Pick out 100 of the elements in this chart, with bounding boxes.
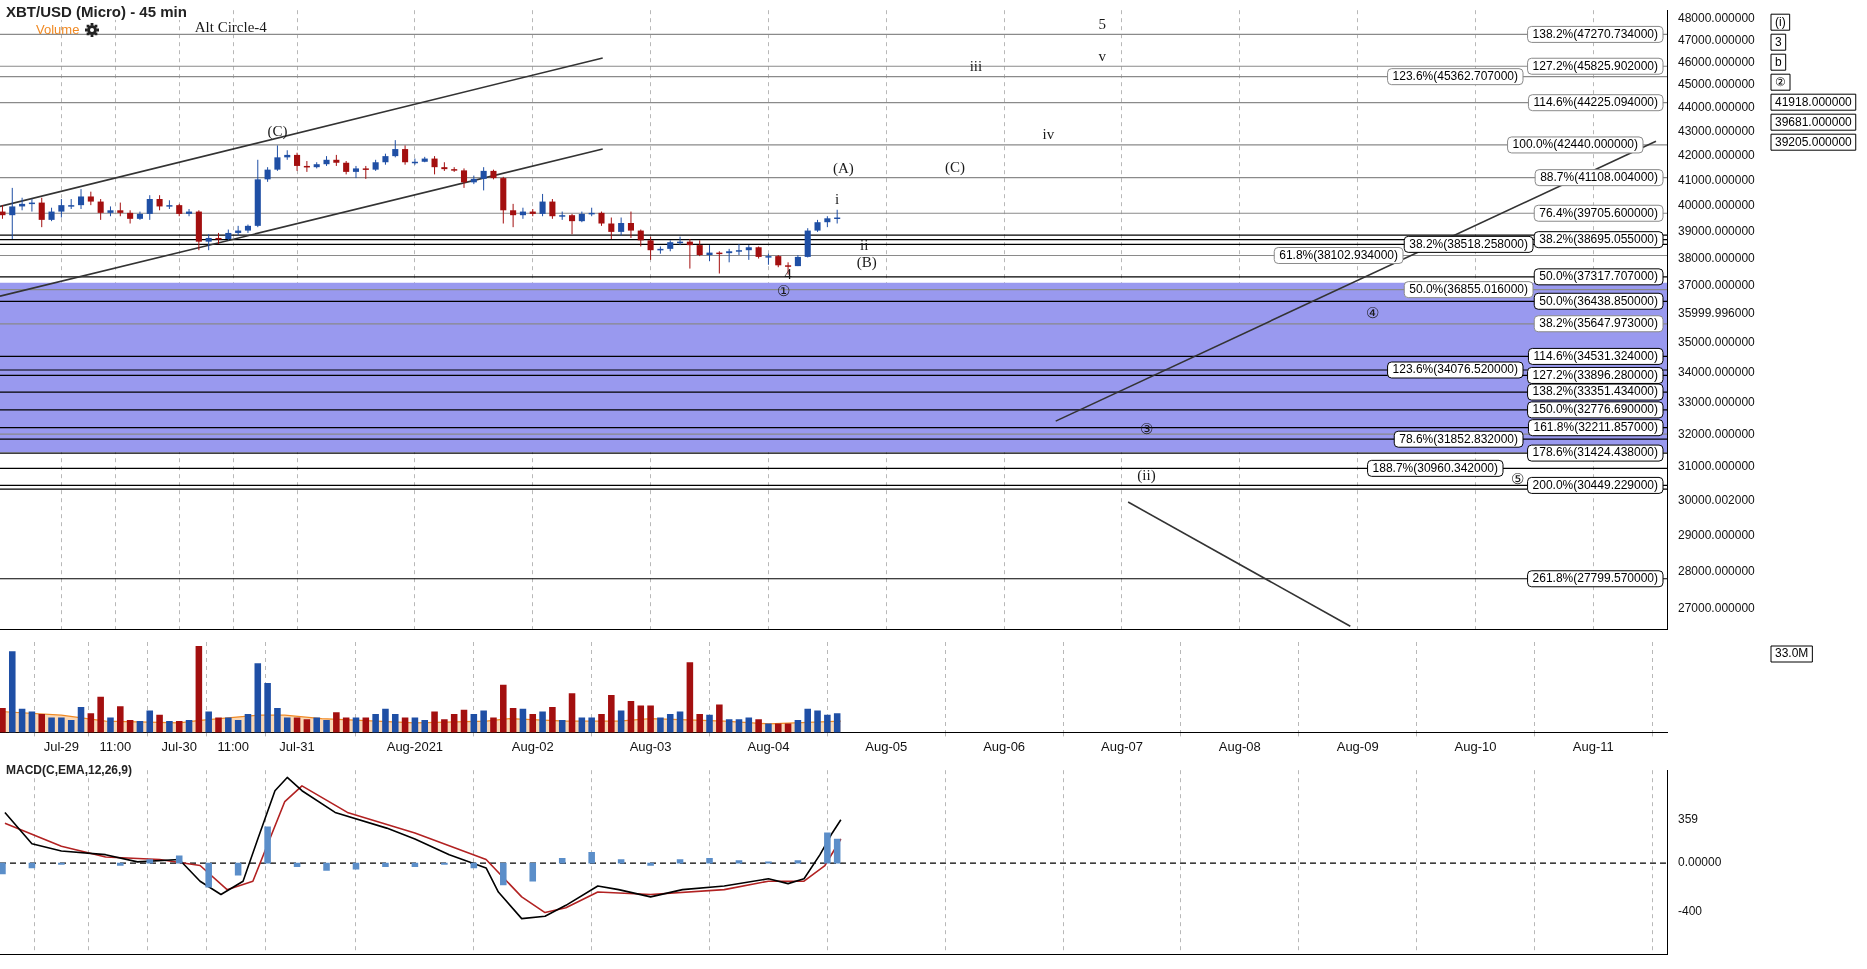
y-tick-label: 35999.996000 <box>1678 306 1756 321</box>
bar <box>814 710 821 733</box>
x-tick-label: Jul-31 <box>279 738 315 754</box>
bar <box>146 710 154 733</box>
chart-title: MACD(C,EMA,12,26,9) <box>6 763 133 777</box>
ref-line-label: 76.4%(39705.600000) <box>1539 205 1658 220</box>
x-tick-label: Aug-06 <box>983 738 1026 754</box>
y-tick-label: 28000.000000 <box>1678 563 1756 578</box>
annotation: (C) <box>945 159 966 177</box>
ref-line-label: 138.2%(33351.434000) <box>1532 384 1658 399</box>
y-tick-label: 33000.000000 <box>1678 395 1756 410</box>
bar <box>529 713 537 733</box>
ref-line-label: 50.0%(36855.016000) <box>1409 281 1528 296</box>
bar <box>166 720 173 733</box>
text: (i) <box>1775 14 1786 29</box>
bar <box>804 708 811 733</box>
x-tick-label: 11:00 <box>99 738 132 754</box>
bar <box>676 711 684 733</box>
annotation: ④ <box>1365 305 1379 322</box>
bar <box>588 717 595 733</box>
x-tick-label: Aug-02 <box>511 738 554 754</box>
bar <box>588 851 595 864</box>
bar <box>352 717 360 733</box>
bar <box>117 706 124 733</box>
annotation: v <box>1098 47 1107 64</box>
candlestick <box>627 211 634 239</box>
bar <box>107 717 114 733</box>
candlestick <box>480 166 487 191</box>
bar <box>735 860 743 864</box>
bar <box>833 713 841 733</box>
bar <box>549 707 556 733</box>
ref-line-label: 261.8%(27799.570000) <box>1532 571 1658 586</box>
bar <box>58 717 65 733</box>
bar <box>38 713 46 733</box>
annotation: Alt Circle-4 <box>194 19 268 36</box>
x-tick-label: Aug-2021 <box>386 738 444 754</box>
bar <box>725 719 733 733</box>
bar <box>568 693 576 733</box>
bar <box>215 717 222 733</box>
ref-line-label: 127.2%(45825.902000) <box>1532 58 1658 73</box>
bar <box>441 719 448 733</box>
candlestick <box>58 198 65 219</box>
y-tick-label: -400 <box>1678 903 1703 918</box>
bar <box>391 713 399 733</box>
y-tick-label: 46000.000000 <box>1678 54 1756 69</box>
ref-line-label: 123.6%(45362.707000) <box>1392 68 1518 83</box>
bar <box>608 695 615 733</box>
bar <box>706 714 713 733</box>
ref-line-label: 38.2%(38518.258000) <box>1409 236 1528 251</box>
x-tick-label: Aug-09 <box>1336 738 1379 754</box>
x-tick-label: Aug-10 <box>1454 738 1497 754</box>
y-tick-label: 35000.000000 <box>1678 334 1756 349</box>
candlestick <box>352 165 360 179</box>
bar <box>9 651 16 733</box>
bar <box>205 862 212 888</box>
bar <box>28 711 36 733</box>
bar <box>774 723 782 733</box>
ref-line-label: 50.0%(37317.707000) <box>1539 269 1658 284</box>
bar <box>283 717 291 733</box>
bar <box>824 714 831 733</box>
bar <box>666 713 674 733</box>
y-tick-label: 30000.002000 <box>1678 492 1756 507</box>
candlestick <box>9 187 16 240</box>
bar <box>411 717 419 733</box>
annotation: iii <box>969 58 983 75</box>
bar <box>323 720 330 733</box>
bar <box>735 719 743 733</box>
y-tick-label: 0.00000 <box>1678 855 1722 870</box>
candlestick <box>510 203 517 228</box>
candlestick <box>431 155 438 175</box>
bar <box>647 705 654 733</box>
bar <box>156 714 163 733</box>
candlestick <box>402 144 409 166</box>
chart-title: Volume <box>36 22 80 37</box>
candlestick <box>647 236 654 261</box>
y-tick-label: 34000.000000 <box>1678 364 1756 379</box>
annotation: ⑤ <box>1510 470 1524 487</box>
candlestick <box>460 167 468 189</box>
bar <box>716 704 723 733</box>
bar <box>264 683 271 733</box>
bar <box>657 717 664 733</box>
bar <box>755 719 762 733</box>
text: 41918.000000 <box>1775 94 1853 109</box>
candlestick <box>146 194 153 221</box>
bar <box>745 717 753 733</box>
annotation: (B) <box>856 253 877 271</box>
chart-title: XBT/USD (Micro) - 45 min <box>6 3 187 20</box>
text: b <box>1775 54 1782 69</box>
bar <box>225 717 232 733</box>
candlestick <box>274 144 281 172</box>
bar <box>195 645 203 733</box>
y-tick-label: 29000.000000 <box>1678 527 1756 542</box>
ref-line-label: 138.2%(47270.734000) <box>1532 26 1658 41</box>
x-tick-label: Aug-04 <box>747 738 790 754</box>
bar <box>490 717 497 733</box>
candlestick <box>38 197 45 228</box>
bar <box>0 707 6 733</box>
x-tick-label: 11:00 <box>217 738 250 754</box>
bar <box>362 717 370 733</box>
ref-line-label: 38.2%(38695.055000) <box>1539 231 1658 246</box>
